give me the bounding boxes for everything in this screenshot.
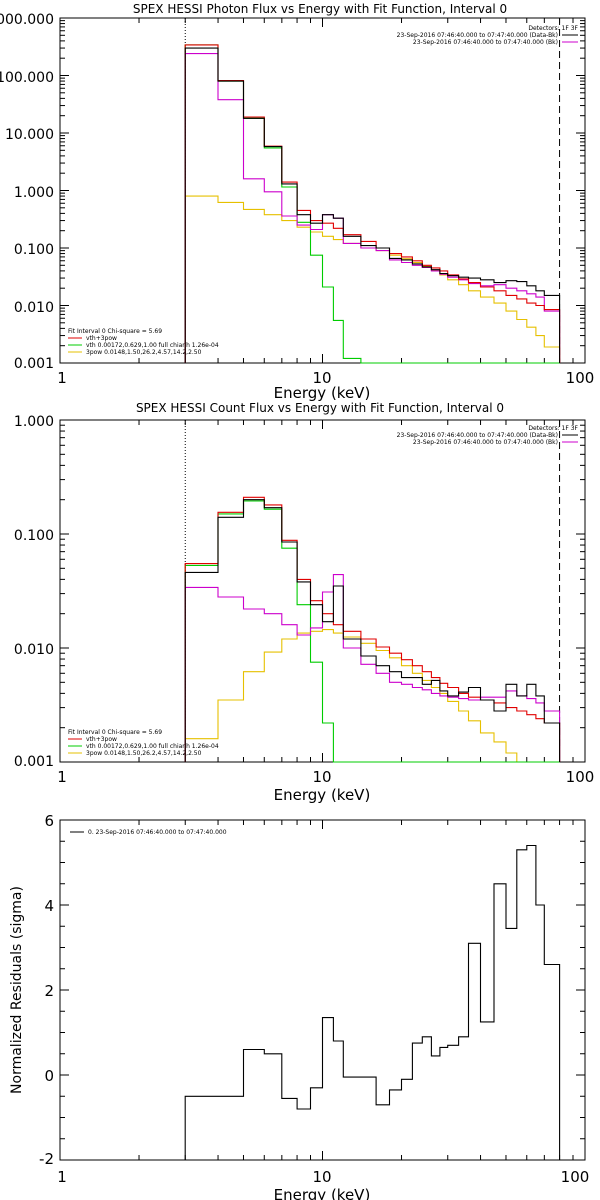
legend-bottom: Fit Interval 0 Chi-square = 5.69 vth+3po… (68, 729, 219, 757)
legend: 0. 23-Sep-2016 07:46:40.000 to 07:47:40.… (70, 829, 227, 836)
y-tick-label: 0.100 (14, 528, 54, 544)
series-3pow-line (184, 629, 560, 763)
legend-entry: 0. 23-Sep-2016 07:46:40.000 to 07:47:40.… (88, 829, 227, 836)
panel-title: SPEX HESSI Photon Flux vs Energy with Fi… (133, 2, 507, 16)
y-tick-label: 0.010 (14, 642, 54, 658)
residuals-panel: 1 10 100 6 4 2 0 -2 Energy (keV) Normali… (9, 812, 589, 1200)
axis-ticks (59, 819, 585, 1161)
y-tick-label: 1.000 (14, 414, 54, 430)
legend-top: Detectors: 1F 3F 23-Sep-2016 07:46:40.00… (397, 425, 579, 446)
panel-title: SPEX HESSI Count Flux vs Energy with Fit… (136, 401, 504, 415)
legend-bottom: Fit Interval 0 Chi-square = 5.69 vth+3po… (68, 328, 219, 356)
y-tick-label: 6 (44, 812, 54, 830)
x-tick-labels: 1 10 100 (57, 369, 594, 387)
x-tick-label: 100 (561, 1168, 590, 1186)
x-axis-label: Energy (keV) (274, 786, 371, 804)
count-flux-panel: SPEX HESSI Count Flux vs Energy with Fit… (14, 401, 594, 804)
legend-fit-info: Fit Interval 0 Chi-square = 5.69 (68, 328, 162, 335)
legend-entry: 23-Sep-2016 07:46:40.000 to 07:47:40.000… (413, 39, 558, 46)
y-axis-label: Normalized Residuals (sigma) (9, 886, 25, 1094)
legend-detectors: Detectors: 1F 3F (528, 425, 578, 432)
x-axis-label: Energy (keV) (274, 1186, 371, 1200)
series-vth-3pow-line (184, 496, 561, 762)
y-tick-label: 1.000 (14, 185, 54, 201)
axis-ticks (59, 18, 585, 364)
x-tick-labels: 1 10 100 (57, 768, 594, 786)
series-data-bk-line (184, 47, 561, 363)
series-bk-line (184, 53, 561, 363)
legend-entry: 23-Sep-2016 07:46:40.000 to 07:47:40.000… (413, 439, 558, 446)
legend-entry: 23-Sep-2016 07:46:40.000 to 07:47:40.000… (397, 432, 558, 439)
y-tick-label: 0.001 (14, 754, 54, 770)
series-vth-line (184, 500, 560, 763)
x-tick-label: 1 (57, 369, 67, 387)
x-tick-labels: 1 10 100 (57, 1168, 589, 1186)
legend-entry: vth 0.00172,0.629,1.00 full chianh 1.26e… (86, 743, 219, 750)
y-tick-label: 4 (44, 897, 54, 915)
legend-entry: 23-Sep-2016 07:46:40.000 to 07:47:40.000… (397, 32, 558, 39)
legend-detectors: Detectors: 1F 3F (528, 25, 578, 32)
x-tick-label: 1 (57, 768, 67, 786)
y-tick-label: 0.100 (14, 242, 54, 258)
y-tick-label: 10.000 (5, 127, 54, 143)
photon-flux-panel: SPEX HESSI Photon Flux vs Energy with Fi… (0, 2, 594, 402)
y-tick-label: -2 (39, 1150, 54, 1168)
y-tick-label: 0.001 (14, 356, 54, 372)
series-vth-line (184, 44, 560, 364)
x-tick-label: 1 (57, 1168, 67, 1186)
series-vth-3pow-line (184, 44, 561, 363)
x-tick-label: 10 (312, 768, 331, 786)
axis-ticks (59, 420, 585, 763)
legend-entry: vth+3pow (86, 736, 117, 743)
legend-entry: vth+3pow (86, 335, 117, 342)
series-0-line (184, 844, 561, 1160)
legend-entry: 3pow 0.0148,1.50,26.2,4.57,14.2,2.50 (86, 349, 202, 356)
plot-frame (59, 819, 586, 1161)
series-data-bk-line (184, 499, 561, 762)
series-3pow-line (184, 195, 561, 363)
x-tick-label: 100 (566, 369, 595, 387)
y-tick-labels: 1.000 0.100 0.010 0.001 (14, 414, 54, 770)
legend-entry: vth 0.00172,0.629,1.00 full chianh 1.26e… (86, 342, 219, 349)
legend-entry: 3pow 0.0148,1.50,26.2,4.57,14.2,2.50 (86, 750, 202, 757)
legend-top: Detectors: 1F 3F 23-Sep-2016 07:46:40.00… (397, 25, 579, 46)
series-bk-line (184, 574, 561, 762)
y-tick-labels: 6 4 2 0 -2 (39, 812, 54, 1168)
x-tick-label: 10 (312, 369, 331, 387)
x-axis-label: Energy (keV) (274, 384, 371, 402)
y-tick-label: 0 (44, 1067, 54, 1085)
legend-fit-info: Fit Interval 0 Chi-square = 5.69 (68, 729, 162, 736)
x-tick-label: 10 (312, 1168, 331, 1186)
x-tick-label: 100 (566, 768, 595, 786)
y-tick-label: 0.010 (14, 300, 54, 316)
y-tick-label: 100.000 (0, 70, 54, 86)
y-tick-label: 2 (44, 982, 54, 1000)
